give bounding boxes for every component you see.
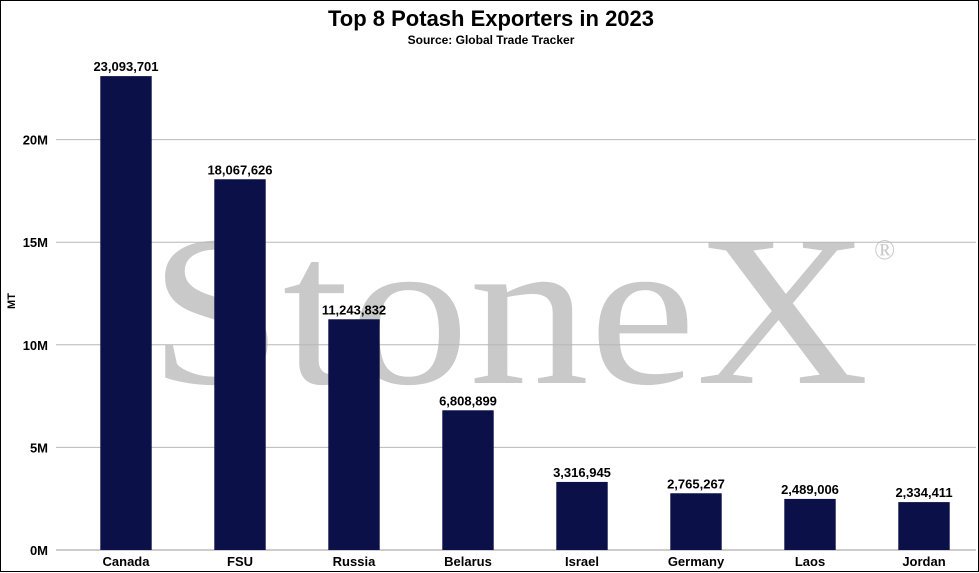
data-label: 11,243,832: [322, 302, 386, 317]
bar-laos: [784, 498, 836, 550]
watermark: StoneX ®: [149, 191, 895, 430]
y-axis-ticks: 0M 5M 10M 15M 20M: [23, 133, 48, 558]
watermark-registered-mark: ®: [874, 235, 895, 266]
bar-fsu: [214, 179, 266, 550]
x-tick-label: FSU: [227, 554, 253, 569]
data-labels: 23,093,701 18,067,626 11,243,832 6,808,899 3…: [93, 59, 952, 500]
chart-subtitle: Source: Global Trade Tracker: [408, 33, 575, 47]
bar-jordan: [898, 502, 950, 550]
data-label: 18,067,626: [207, 162, 272, 177]
y-axis-label: MT: [6, 293, 18, 309]
y-tick-label: 10M: [23, 338, 48, 353]
x-tick-label: Belarus: [444, 554, 492, 569]
bar-belarus: [442, 410, 494, 550]
data-label: 2,334,411: [895, 485, 952, 500]
data-label: 2,489,006: [781, 482, 839, 497]
bar-israel: [556, 481, 608, 550]
y-tick-label: 20M: [23, 133, 48, 148]
x-axis-ticks: Canada FSU Russia Belarus Israel Germany Laos J…: [103, 554, 946, 569]
bar-canada: [100, 76, 152, 551]
y-tick-label: 5M: [30, 440, 48, 455]
y-tick-label: 15M: [23, 235, 48, 250]
bar-germany: [670, 493, 722, 550]
chart-title: Top 8 Potash Exporters in 2023: [328, 6, 654, 31]
x-tick-label: Russia: [333, 554, 376, 569]
y-tick-label: 0M: [30, 543, 48, 558]
x-tick-label: Germany: [668, 554, 725, 569]
data-label: 3,316,945: [553, 465, 611, 480]
x-tick-label: Laos: [795, 554, 825, 569]
data-label: 6,808,899: [439, 393, 497, 408]
x-tick-label: Jordan: [902, 554, 945, 569]
bars: [100, 76, 950, 551]
data-label: 2,765,267: [667, 476, 725, 491]
x-tick-label: Canada: [103, 554, 151, 569]
watermark-text: StoneX: [149, 191, 869, 430]
x-tick-label: Israel: [565, 554, 599, 569]
bar-russia: [328, 319, 380, 550]
data-label: 23,093,701: [93, 59, 158, 74]
